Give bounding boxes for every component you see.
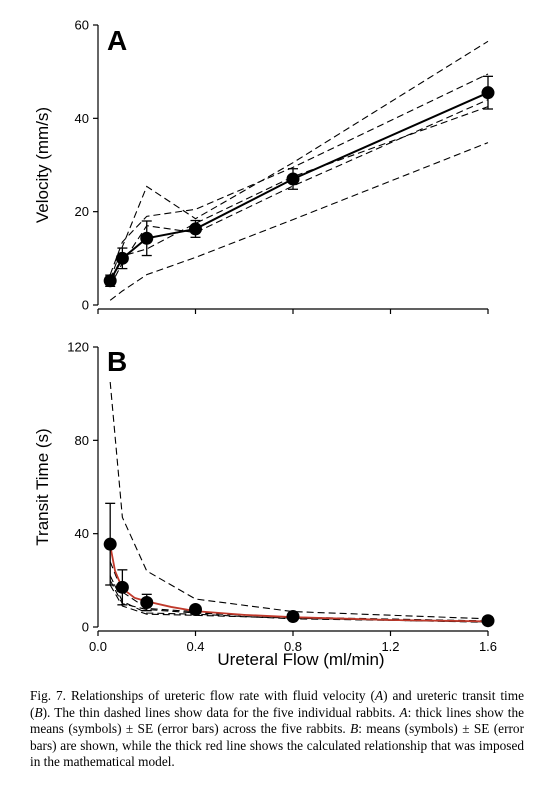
caption-text: : thick lines show the means (symbols) ±… bbox=[30, 704, 525, 737]
mean-point bbox=[286, 172, 300, 186]
y-tick-label: 20 bbox=[75, 204, 89, 219]
mean-point bbox=[103, 537, 117, 551]
caption-ref-a: A bbox=[374, 688, 384, 703]
mean-point bbox=[103, 274, 117, 288]
caption-ref-b: B bbox=[350, 721, 359, 737]
x-tick-label: 1.2 bbox=[381, 639, 399, 654]
y-tick-label: 40 bbox=[75, 111, 89, 126]
y-axis-title: Velocity (mm/s) bbox=[33, 107, 52, 223]
caption-text: : means (symbols) ± SE (error bars) are … bbox=[30, 721, 524, 770]
caption-text: ). The thin dashed lines show data for t… bbox=[42, 704, 400, 720]
panel-a: 0 20 40 60 Velocity (mm/s) A bbox=[33, 18, 495, 314]
individual-rabbit-line bbox=[109, 99, 489, 287]
y-tick-label: 0 bbox=[82, 298, 89, 313]
y-axis-title: Transit Time (s) bbox=[33, 428, 52, 545]
caption-ref-a: A bbox=[399, 704, 408, 720]
caption-text: ) and ureteric transit time ( bbox=[30, 688, 524, 720]
individual-rabbit-line bbox=[109, 381, 489, 620]
mean-line bbox=[109, 91, 489, 282]
individual-rabbit-line bbox=[109, 73, 489, 275]
panel-b: 0 40 80 120 0.0 0.4 0.8 1.2 1.6 Transit Time (s) B bbox=[33, 340, 497, 655]
panel-label: A bbox=[107, 25, 127, 56]
individual-rabbit-line bbox=[109, 106, 489, 282]
mean-point bbox=[115, 251, 129, 265]
mean-point bbox=[481, 614, 495, 628]
figure-canvas: 0 20 40 60 Velocity (mm/s) A 0 40 80 120 0.0 0.4 0.… bbox=[33, 18, 497, 670]
y-tick-label: 60 bbox=[75, 18, 89, 33]
individual-rabbit-line bbox=[109, 40, 489, 280]
caption-ref-b: B bbox=[34, 704, 43, 720]
x-tick-label: 0.4 bbox=[186, 639, 204, 654]
x-axis-title: Ureteral Flow (ml/min) bbox=[217, 650, 384, 669]
y-tick-label: 80 bbox=[75, 433, 89, 448]
mean-point bbox=[481, 86, 495, 100]
mean-point bbox=[140, 596, 154, 609]
y-tick-label: 0 bbox=[82, 620, 89, 635]
mean-point bbox=[140, 231, 154, 245]
x-tick-label: 1.6 bbox=[479, 639, 497, 654]
mean-point bbox=[115, 580, 129, 594]
mean-point bbox=[189, 222, 202, 236]
x-tick-label: 0.0 bbox=[89, 639, 107, 654]
y-tick-label: 40 bbox=[75, 526, 89, 541]
individual-rabbit-line bbox=[109, 142, 489, 301]
caption-text: Fig. 7. Relationships of ureteric flow r… bbox=[30, 688, 375, 703]
x-tick-label: 0.8 bbox=[284, 639, 302, 654]
figure-caption: Fig. 7. Relationships of ureteric flow r… bbox=[30, 688, 524, 771]
individual-rabbit-line bbox=[109, 575, 489, 623]
panel-label: B bbox=[107, 346, 127, 377]
mean-point bbox=[286, 610, 300, 623]
mean-point bbox=[189, 603, 202, 616]
y-tick-label: 120 bbox=[67, 340, 89, 355]
